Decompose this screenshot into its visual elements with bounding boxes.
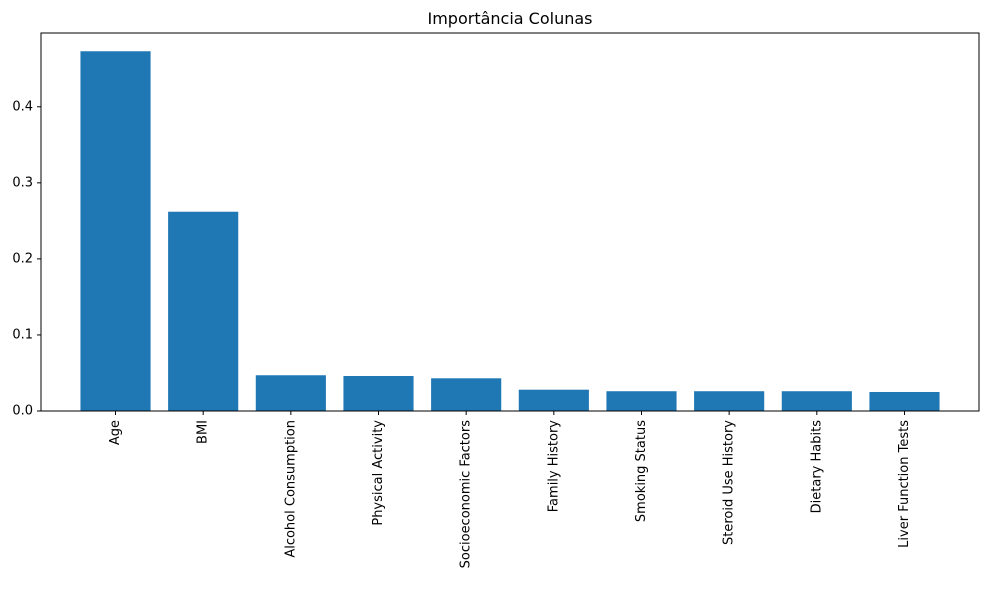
y-axis: 0.0 0.1 0.2 0.3 0.4 xyxy=(12,99,41,419)
chart-title: Importância Colunas xyxy=(427,9,592,28)
y-tick-label: 0.4 xyxy=(12,99,33,114)
x-tick-label: Dietary Habits xyxy=(809,420,824,514)
x-tick-label: Family History xyxy=(546,420,561,513)
x-tick-label: Steroid Use History xyxy=(722,420,737,545)
bar-8 xyxy=(781,391,852,411)
bar-7 xyxy=(694,391,765,411)
bar-1 xyxy=(168,211,239,411)
bar-0 xyxy=(80,51,151,412)
bar-9 xyxy=(869,391,940,411)
x-tick-label: Socioeconomic Factors xyxy=(459,420,474,569)
x-tick-label: BMI xyxy=(196,420,211,444)
x-tick-label: Physical Activity xyxy=(371,420,386,526)
bar-5 xyxy=(518,389,589,411)
y-tick-label: 0.3 xyxy=(12,175,33,190)
y-tick-label: 0.0 xyxy=(12,404,33,419)
plot-frame xyxy=(40,32,980,412)
x-tick-label: Age xyxy=(108,420,123,445)
x-axis: Age BMI Alcohol Consumption Physical Activi… xyxy=(108,411,912,568)
bar-3 xyxy=(343,376,414,411)
y-tick-label: 0.2 xyxy=(12,251,33,266)
bar-2 xyxy=(255,375,326,411)
x-tick-label: Liver Function Tests xyxy=(897,420,912,548)
x-tick-label: Alcohol Consumption xyxy=(283,420,298,558)
bar-4 xyxy=(431,378,502,411)
bars-group xyxy=(80,51,940,412)
y-tick-label: 0.1 xyxy=(12,327,33,342)
bar-6 xyxy=(606,391,677,411)
x-tick-label: Smoking Status xyxy=(634,420,649,522)
